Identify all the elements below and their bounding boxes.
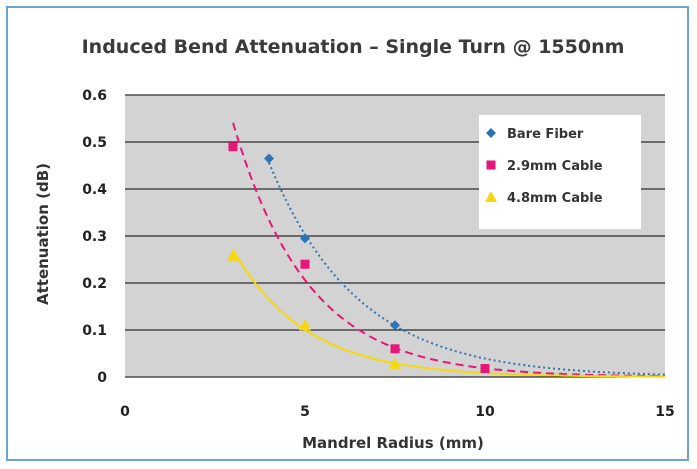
data-point xyxy=(299,319,311,331)
x-tick-label: 0 xyxy=(120,404,130,420)
trend-line xyxy=(268,162,666,376)
data-point xyxy=(389,357,401,369)
x-tick-label: 10 xyxy=(475,404,495,420)
data-point xyxy=(300,233,310,244)
data-point xyxy=(480,364,490,374)
x-tick-label: 15 xyxy=(655,404,674,420)
chart-title: Induced Bend Attenuation – Single Turn @… xyxy=(82,36,625,58)
y-tick-label: 0.3 xyxy=(82,229,107,245)
y-tick-label: 0.2 xyxy=(82,276,107,292)
y-tick-label: 0 xyxy=(97,370,107,386)
data-point xyxy=(227,249,239,261)
legend-marker xyxy=(485,191,497,202)
data-markers xyxy=(227,142,490,374)
data-point xyxy=(390,320,400,331)
legend-box xyxy=(479,115,641,229)
data-point xyxy=(228,142,238,152)
x-axis-label: Mandrel Radius (mm) xyxy=(302,434,484,452)
x-tick-label: 5 xyxy=(300,404,310,420)
y-tick-label: 0.5 xyxy=(82,135,107,151)
legend-label: Bare Fiber xyxy=(507,127,584,142)
legend-label: 4.8mm Cable xyxy=(507,191,603,206)
trend-line xyxy=(232,122,665,378)
chart-frame: Induced Bend Attenuation – Single Turn @… xyxy=(6,6,689,461)
data-point xyxy=(390,344,400,354)
y-axis-label: Attenuation (dB) xyxy=(34,163,52,305)
data-point xyxy=(264,153,274,164)
legend-marker xyxy=(486,160,496,170)
legend-marker xyxy=(486,128,496,138)
y-tick-label: 0.4 xyxy=(82,182,107,198)
y-tick-label: 0.6 xyxy=(82,88,107,104)
legend: Bare Fiber 2.9mm Cable 4.8mm Cable xyxy=(479,115,641,229)
data-point xyxy=(300,259,310,269)
y-tick-label: 0.1 xyxy=(82,323,107,339)
tick-labels: 0 0.1 0.2 0.3 0.4 0.5 0.6 0 5 10 15 xyxy=(82,88,675,420)
legend-label: 2.9mm Cable xyxy=(507,159,603,174)
chart-svg: Induced Bend Attenuation – Single Turn @… xyxy=(34,36,675,452)
